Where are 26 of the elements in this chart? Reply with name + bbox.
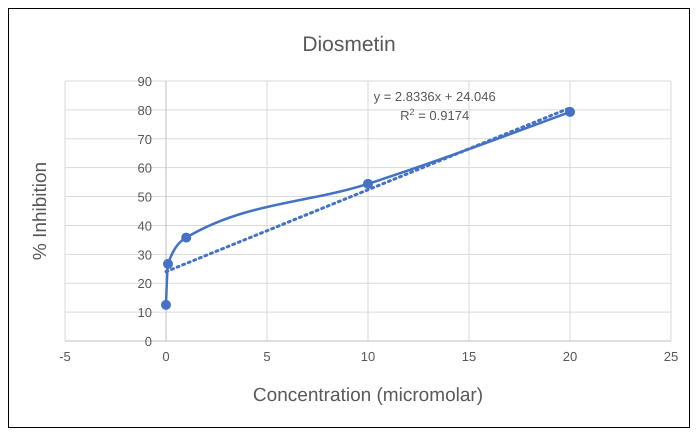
x-tick-label: 20 [562,349,578,364]
y-axis-title: % Inhibition [30,162,51,260]
x-tick-label: 15 [462,349,476,364]
x-tick-label: 0 [162,349,170,364]
x-tick-label: -5 [59,349,71,364]
y-tick-label: 80 [138,102,152,118]
annotation: R$^{2}$ = 0.9174 [400,107,470,123]
point [363,178,373,189]
x-tick-label: 5 [263,349,271,364]
y-tick-label: 10 [138,305,152,320]
x-axis-title: Concentration (micromolar) [252,385,484,406]
y-tick-label: 40 [138,218,152,234]
point [161,300,171,310]
annotation: y = 2.8336x + 24.046 [374,89,496,104]
y-tick-label: 60 [138,160,152,176]
point [181,232,192,243]
y-tick-label: 30 [138,247,152,262]
y-tick-label: 50 [138,190,152,205]
x-tick-label: 10 [360,349,376,364]
y-tick-label: 90 [138,74,152,89]
x-tick-label: 25 [664,349,678,364]
y-tick-label: 70 [138,132,152,147]
y-tick-label: 20 [138,276,152,292]
point [163,258,174,269]
chart-title: Diosmetin [302,33,396,56]
y-tick-label: 0 [144,334,152,349]
